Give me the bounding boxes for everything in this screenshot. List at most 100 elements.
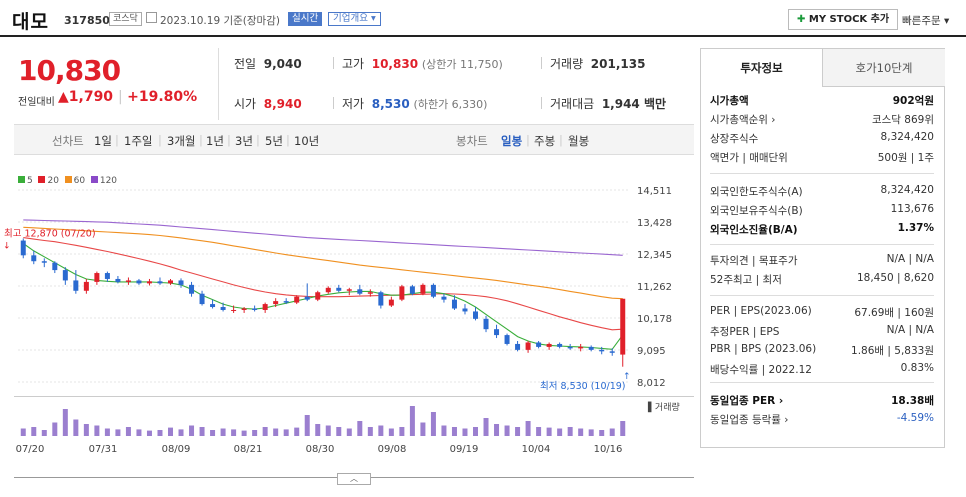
high-price: 고가 10,830 (상한가 11,750): [342, 55, 503, 72]
ma20-line: [23, 237, 623, 331]
candle-body: [567, 346, 573, 349]
x-tick-label: 08/21: [234, 444, 263, 455]
info-value: 902억원: [892, 95, 934, 107]
info-value: 67.69배 | 160원: [854, 307, 934, 319]
low-label: 저가: [342, 97, 365, 111]
info-row: 외국인보유주식수(B) 113,676: [710, 203, 934, 220]
volume-bar: [178, 429, 184, 436]
divider: |: [227, 133, 231, 147]
high-annotation: 최고 12,870 (07/20): [4, 228, 96, 239]
volume-bar: [399, 427, 405, 436]
volume-bar: [578, 428, 584, 436]
info-value: 18,450 | 8,620: [856, 272, 934, 284]
x-tick-label: 07/20: [16, 444, 45, 455]
info-value: -4.59%: [896, 412, 934, 424]
realtime-button[interactable]: 실시간: [288, 12, 323, 26]
candle-body: [294, 296, 300, 303]
current-price: 10,830: [18, 54, 121, 87]
volume-bar: [557, 428, 563, 436]
candle-body: [430, 284, 436, 297]
divider: |: [526, 133, 530, 147]
info-value: 1.86배 | 5,833원: [851, 345, 934, 357]
change-label: 전일대비: [18, 97, 55, 108]
candle-body: [609, 351, 615, 353]
candle-body: [146, 281, 152, 284]
info-key: 시가총액: [710, 95, 749, 107]
info-value: 1.37%: [897, 222, 934, 234]
period-5y[interactable]: 5년: [265, 134, 283, 148]
volume-bar: [189, 425, 195, 436]
volume: 거래량 201,135: [550, 55, 645, 72]
add-my-stock-button[interactable]: ✚ MY STOCK 추가: [788, 9, 899, 30]
info-row: 동일업종 등락률 › -4.59%: [710, 412, 934, 429]
volume-bar: [210, 430, 216, 436]
period-1d[interactable]: 1일: [94, 134, 112, 148]
high-value: 10,830: [371, 57, 419, 71]
candle-body: [346, 289, 352, 291]
candle-body: [189, 284, 195, 294]
collapse-chevron-icon[interactable]: ︿: [337, 473, 371, 485]
lower-limit: (하한가 6,330): [413, 98, 488, 111]
price-chart[interactable]: 14,511 13,428 12,345 11,262 10,178 9,095 8,012…: [0, 160, 694, 460]
ma5-label: 5: [27, 176, 33, 186]
period-daily[interactable]: 일봉: [501, 134, 523, 148]
prev-close: 전일 9,040: [234, 55, 302, 72]
candle-chart-label: 봉차트: [456, 134, 488, 148]
volume-bar: [83, 424, 89, 436]
info-key: 외국인한도주식수(A): [710, 186, 803, 198]
period-3m[interactable]: 3개월: [167, 134, 196, 148]
volume-bar: [388, 428, 394, 436]
candle-body: [336, 287, 342, 291]
period-weekly[interactable]: 주봉: [534, 134, 556, 148]
ma5-line: [22, 243, 624, 350]
candle-body: [94, 273, 100, 282]
change-values: ▲1,790 | +19.80%: [58, 89, 197, 105]
low-annotation: 최저 8,530 (10/19): [540, 381, 626, 392]
volume-bar: [525, 421, 531, 436]
line-chart-label: 선차트: [52, 134, 84, 148]
period-1w[interactable]: 1주일: [124, 134, 153, 148]
divider: |: [115, 133, 119, 147]
divider: |: [256, 133, 260, 147]
volume-bar: [20, 428, 26, 436]
volume-bar: [157, 430, 163, 436]
y-tick-label: 8,012: [637, 378, 666, 389]
info-value: 코스닥 869위: [871, 114, 934, 126]
tab-order-book[interactable]: 호가10단계: [823, 49, 945, 87]
info-value: 8,324,420: [880, 131, 934, 143]
period-monthly[interactable]: 월봉: [568, 134, 590, 148]
candle-body: [483, 318, 489, 330]
volume-bar: [262, 427, 268, 436]
company-overview-dropdown[interactable]: 기업개요 ▾: [328, 12, 381, 26]
quick-order-dropdown[interactable]: 빠른주문 ▾: [902, 15, 950, 27]
info-row: 상장주식수 8,324,420: [710, 131, 934, 148]
prev-close-value: 9,040: [263, 57, 302, 71]
volume-label: ▌거래량: [647, 401, 680, 413]
candle-body: [420, 284, 426, 294]
stock-name: 대모: [12, 11, 49, 33]
candle-body: [262, 304, 268, 310]
period-3y[interactable]: 3년: [235, 134, 253, 148]
candle-body: [494, 329, 500, 336]
period-10y[interactable]: 10년: [294, 134, 320, 148]
x-tick-label: 08/30: [306, 444, 335, 455]
volume-bar: [357, 421, 363, 436]
candle-body: [73, 280, 79, 291]
ma20-swatch: [38, 176, 46, 183]
volume-bar: [231, 429, 237, 436]
volume-bar: [494, 424, 500, 436]
info-row: 배당수익률 | 2022.12 0.83%: [710, 362, 934, 379]
volume-value: 201,135: [590, 57, 646, 71]
investment-info-panel: 투자정보 호가10단계 시가총액 902억원 시가총액순위 › 코스닥 869위 상장주…: [700, 48, 945, 448]
x-tick-label: 08/09: [162, 444, 191, 455]
info-key: 투자의견 | 목표주가: [710, 255, 798, 267]
volume-bar: [220, 428, 226, 436]
tab-investment-info[interactable]: 투자정보: [701, 49, 823, 87]
y-tick-label: 14,511: [637, 186, 672, 197]
volume-bar: [441, 425, 447, 436]
volume-bar: [315, 424, 321, 436]
period-1y[interactable]: 1년: [206, 134, 224, 148]
candle-body: [231, 309, 237, 311]
candle-body: [525, 342, 531, 350]
ma120-swatch: [90, 176, 98, 183]
